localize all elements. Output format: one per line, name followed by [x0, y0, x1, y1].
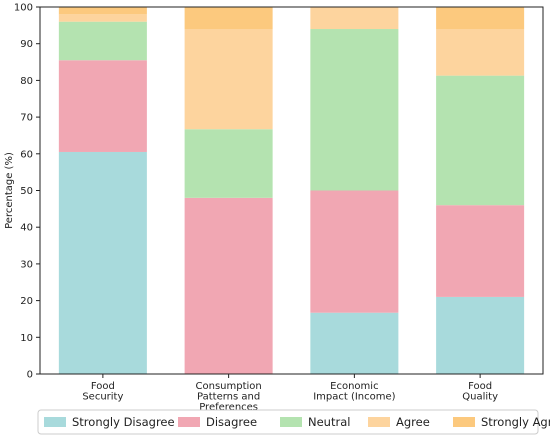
- legend-swatch-2: [280, 417, 302, 427]
- x-tick-label-1-line0: Consumption: [196, 381, 262, 392]
- bar-segment-cat3-series4: [436, 7, 525, 30]
- bar-segment-cat2-series2: [310, 29, 399, 191]
- legend-swatch-3: [368, 417, 390, 427]
- y-axis-title: Percentage (%): [4, 152, 15, 229]
- x-tick-label-3-line1: Quality: [462, 392, 498, 403]
- legend-label-1: Disagree: [206, 415, 257, 429]
- bar-segment-cat1-series2: [184, 129, 273, 198]
- bar-segment-cat3-series0: [436, 296, 525, 374]
- bar-segment-cat0-series1: [58, 60, 147, 152]
- bar-segment-cat1-series1: [184, 197, 273, 374]
- legend-label-4: Strongly Agree: [481, 415, 550, 429]
- bar-segment-cat2-series0: [310, 312, 399, 374]
- bar-segment-cat0-series2: [58, 21, 147, 61]
- x-tick-label-3-line0: Food: [468, 381, 492, 392]
- bar-segment-cat0-series3: [58, 14, 147, 22]
- y-tick-label-60: 60: [20, 149, 33, 160]
- bar-layer: [58, 7, 525, 374]
- y-tick-label-0: 0: [27, 370, 33, 381]
- x-tick-label-2-line1: Impact (Income): [313, 392, 395, 403]
- x-tick-label-1-line1: Patterns and: [197, 392, 260, 403]
- y-tick-label-70: 70: [20, 113, 33, 124]
- bar-segment-cat0-series4: [58, 7, 147, 15]
- y-tick-label-30: 30: [20, 259, 33, 270]
- y-tick-label-90: 90: [20, 39, 33, 50]
- y-tick-label-40: 40: [20, 223, 33, 234]
- x-tick-label-1-line2: Preferences: [199, 402, 258, 413]
- legend: Strongly Disagree Disagree Neutral Agree Str…: [37, 409, 550, 435]
- y-tick-label-20: 20: [20, 296, 33, 307]
- bar-segment-cat1-series4: [184, 7, 273, 30]
- y-tick-label-10: 10: [20, 333, 33, 344]
- legend-label-0: Strongly Disagree: [72, 415, 175, 429]
- bar-segment-cat3-series3: [436, 29, 525, 76]
- bar-segment-cat3-series2: [436, 75, 525, 206]
- legend-label-3: Agree: [396, 415, 430, 429]
- legend-swatch-0: [44, 417, 66, 427]
- legend-swatch-1: [178, 417, 200, 427]
- bar-segment-cat1-series3: [184, 29, 273, 130]
- y-tick-label-100: 100: [14, 3, 33, 14]
- bar-segment-cat0-series0: [58, 151, 147, 374]
- x-tick-label-0-line1: Security: [82, 392, 123, 403]
- bar-segment-cat3-series1: [436, 205, 525, 297]
- y-tick-label-80: 80: [20, 76, 33, 87]
- bar-segment-cat2-series3: [310, 7, 399, 30]
- bar-segment-cat2-series1: [310, 190, 399, 313]
- legend-swatch-4: [453, 417, 475, 427]
- x-tick-label-0-line0: Food: [91, 381, 115, 392]
- legend-label-2: Neutral: [308, 415, 350, 429]
- x-tick-label-2-line0: Economic: [330, 381, 378, 392]
- y-tick-label-50: 50: [20, 186, 33, 197]
